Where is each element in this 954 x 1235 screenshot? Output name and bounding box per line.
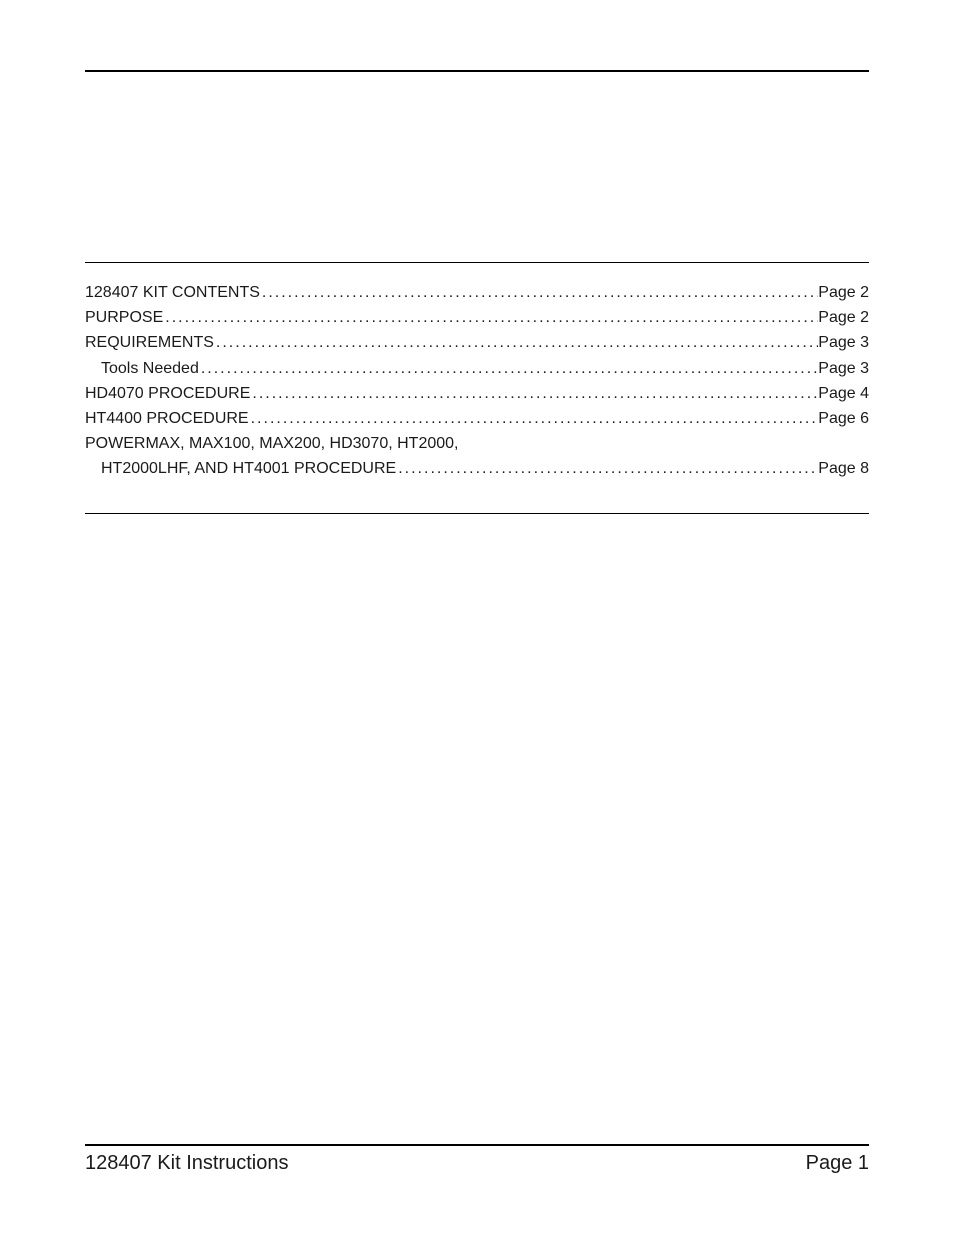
toc-label: Tools Needed [101, 357, 199, 380]
toc-leader [199, 357, 818, 380]
toc-label: HT2000LHF, AND HT4001 PROCEDURE [101, 457, 396, 480]
toc-entry: PURPOSE Page 2 [85, 306, 869, 329]
toc-leader [214, 331, 818, 354]
toc-leader [163, 306, 818, 329]
toc-label: REQUIREMENTS [85, 331, 214, 354]
page-content: 128407 KIT CONTENTS Page 2 PURPOSE Page … [0, 0, 954, 514]
toc-page: Page 3 [818, 331, 869, 354]
toc-entry-multiline-line1: POWERMAX, MAX100, MAX200, HD3070, HT2000… [85, 432, 869, 455]
toc-page: Page 3 [818, 357, 869, 380]
toc-page: Page 4 [818, 382, 869, 405]
top-rule [85, 70, 869, 72]
page-footer: 128407 Kit Instructions Page 1 [85, 1144, 869, 1175]
toc-page: Page 2 [818, 306, 869, 329]
toc-entry: HT4400 PROCEDURE Page 6 [85, 407, 869, 430]
toc-leader [249, 407, 819, 430]
toc-page: Page 2 [818, 281, 869, 304]
toc-label: 128407 KIT CONTENTS [85, 281, 260, 304]
toc-entry-multiline-line2: HT2000LHF, AND HT4001 PROCEDURE Page 8 [85, 457, 869, 480]
toc-leader [260, 281, 818, 304]
table-of-contents: 128407 KIT CONTENTS Page 2 PURPOSE Page … [85, 262, 869, 514]
toc-entry: REQUIREMENTS Page 3 [85, 331, 869, 354]
footer-rule [85, 1144, 869, 1146]
toc-leader [250, 382, 818, 405]
toc-label: POWERMAX, MAX100, MAX200, HD3070, HT2000… [85, 435, 458, 452]
toc-leader [396, 457, 818, 480]
toc-entry: Tools Needed Page 3 [85, 357, 869, 380]
footer-right: Page 1 [806, 1152, 869, 1175]
toc-entry: HD4070 PROCEDURE Page 4 [85, 382, 869, 405]
footer-row: 128407 Kit Instructions Page 1 [85, 1152, 869, 1175]
toc-page: Page 8 [818, 457, 869, 480]
toc-label: HT4400 PROCEDURE [85, 407, 249, 430]
toc-entry: 128407 KIT CONTENTS Page 2 [85, 281, 869, 304]
footer-left: 128407 Kit Instructions [85, 1152, 288, 1175]
toc-label: PURPOSE [85, 306, 163, 329]
toc-label: HD4070 PROCEDURE [85, 382, 250, 405]
toc-page: Page 6 [818, 407, 869, 430]
